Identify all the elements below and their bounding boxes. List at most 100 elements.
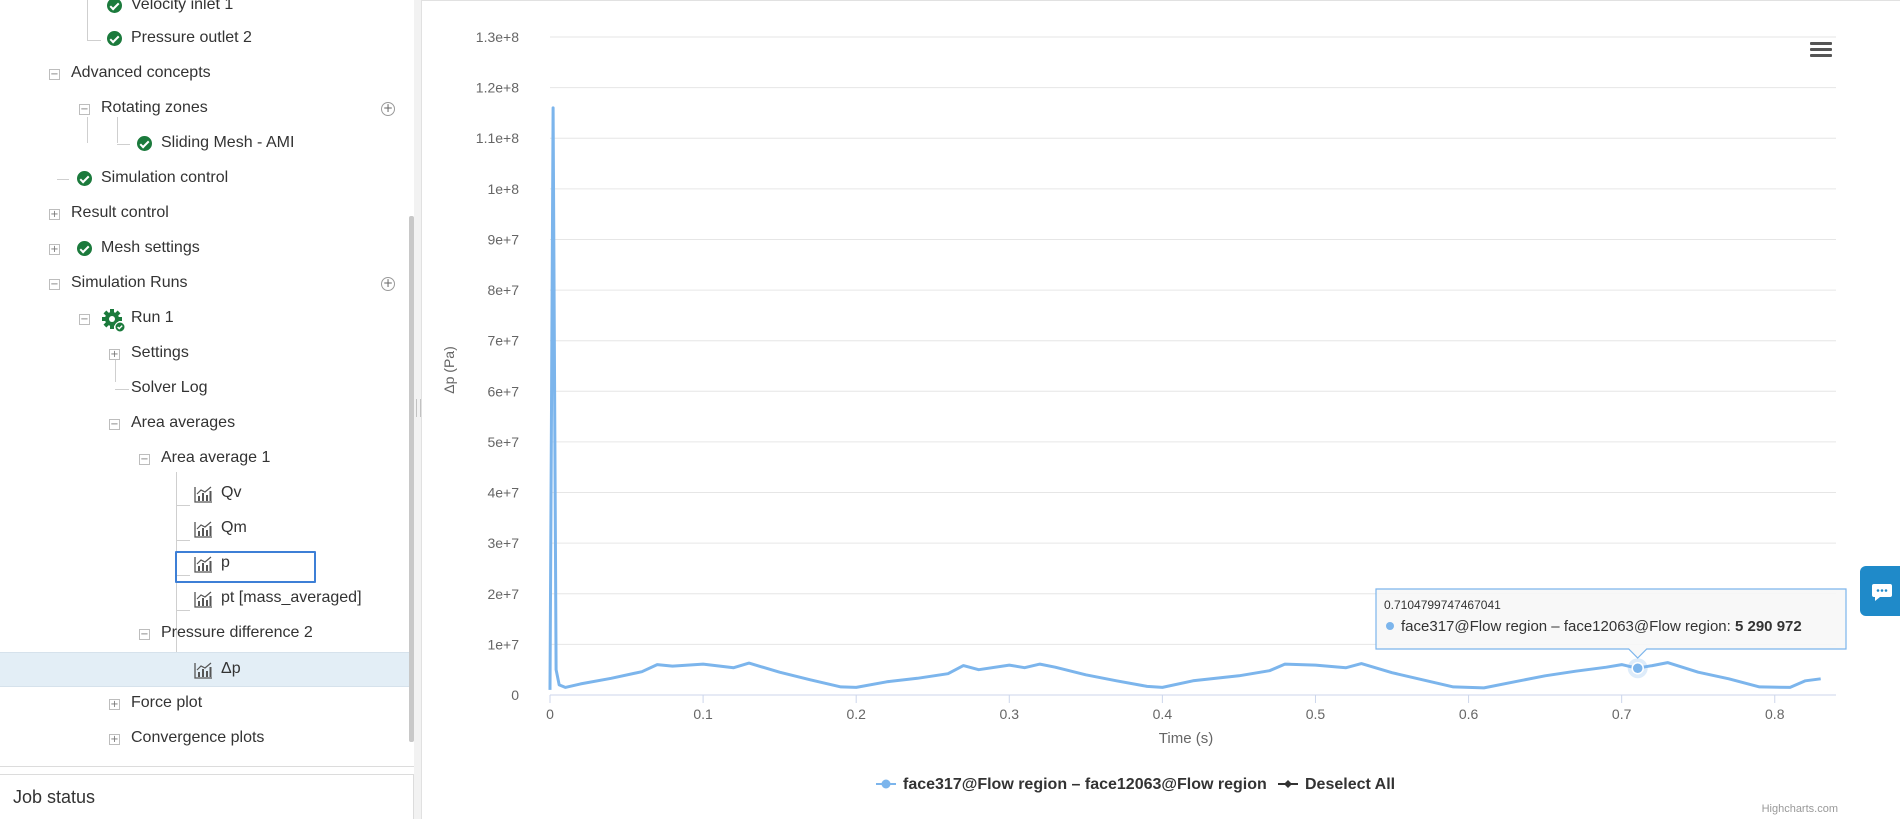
tree-item-label: Simulation Runs	[71, 274, 188, 291]
expand-toggle-icon[interactable]: +	[49, 209, 60, 220]
splitter-grip-icon[interactable]	[416, 399, 421, 417]
expand-toggle-icon[interactable]: +	[109, 734, 120, 745]
tree-item-advanced-concepts[interactable]: − Advanced concepts	[0, 57, 410, 92]
y-tick-label: 2e+7	[487, 586, 519, 602]
tree-item-velocity-inlet-1[interactable]: Velocity inlet 1	[0, 0, 410, 24]
tree-item-simulation-control[interactable]: Simulation control	[0, 162, 410, 197]
tree-connector	[176, 540, 190, 541]
tree-connector	[57, 179, 69, 180]
check-circle-icon	[77, 171, 92, 186]
collapse-toggle-icon[interactable]: −	[79, 104, 90, 115]
tree-item-label: Convergence plots	[131, 729, 265, 746]
tree-connector	[115, 389, 129, 390]
tree-item-label: Advanced concepts	[71, 64, 211, 81]
tree-item-label: Area average 1	[161, 449, 271, 466]
tree-connector	[117, 144, 130, 145]
tree-item-force-plot[interactable]: + Force plot	[0, 687, 410, 722]
expand-toggle-icon[interactable]: +	[49, 244, 60, 255]
tree-connector	[176, 505, 190, 506]
job-status-panel[interactable]: Job status	[0, 774, 414, 819]
tooltip-series-marker	[1386, 622, 1394, 630]
y-tick-label: 1.1e+8	[476, 130, 519, 146]
x-tick-label: 0.1	[693, 706, 713, 722]
legend-item-deselect-all[interactable]: Deselect All	[1278, 776, 1395, 793]
tree-item-label: Solver Log	[131, 379, 208, 396]
line-chart-icon	[194, 591, 212, 608]
tree-item-label: Qm	[221, 519, 247, 536]
tree-item-convergence-plots[interactable]: + Convergence plots	[0, 722, 410, 757]
tree-item-qv[interactable]: Qv	[0, 477, 410, 512]
line-chart-icon	[194, 556, 212, 573]
collapse-toggle-icon[interactable]: −	[49, 279, 60, 290]
tree-item-rotating-zones[interactable]: − Rotating zones +	[0, 92, 410, 127]
y-tick-label: 9e+7	[487, 231, 519, 247]
y-tick-label: 8e+7	[487, 282, 519, 298]
tree-item-label: Result control	[71, 204, 169, 221]
tree-item-simulation-runs[interactable]: − Simulation Runs +	[0, 267, 410, 302]
line-chart-icon	[194, 662, 212, 679]
legend-deselect-label: Deselect All	[1305, 776, 1395, 793]
tree-item-label: Δp	[221, 660, 241, 677]
tree-item-result-control[interactable]: + Result control	[0, 197, 410, 232]
check-circle-icon	[107, 0, 122, 13]
panel-splitter[interactable]	[414, 0, 421, 819]
tree-item-pt-mass-averaged[interactable]: pt [mass_averaged]	[0, 582, 410, 617]
collapse-toggle-icon[interactable]: −	[79, 314, 90, 325]
tree-item-solver-log[interactable]: Solver Log	[0, 372, 410, 407]
series-line[interactable]	[548, 106, 1821, 690]
tooltip-header: 0.7104799747467041	[1384, 598, 1501, 612]
collapse-toggle-icon[interactable]: −	[139, 454, 150, 465]
tree-item-label: Qv	[221, 484, 242, 501]
line-chart-icon	[194, 521, 212, 538]
tree-item-label: Area averages	[131, 414, 236, 431]
y-tick-label: 1e+8	[487, 181, 519, 197]
x-tick-label: 0.4	[1153, 706, 1173, 722]
tree-item-settings[interactable]: + Settings	[0, 337, 410, 372]
legend-series-marker	[881, 779, 891, 789]
legend-series-label: face317@Flow region – face12063@Flow reg…	[903, 776, 1267, 793]
collapse-toggle-icon[interactable]: −	[139, 629, 150, 640]
collapse-toggle-icon[interactable]: −	[49, 69, 60, 80]
tree-item-label: pt [mass_averaged]	[221, 589, 362, 606]
simulation-tree-panel: Velocity inlet 1 Pressure outlet 2 − Adv…	[0, 0, 415, 767]
tree-connector	[87, 117, 88, 143]
tree-item-mesh-settings[interactable]: + Mesh settings	[0, 232, 410, 267]
tree-connector	[176, 575, 190, 576]
tree-item-pressure-outlet-2[interactable]: Pressure outlet 2	[0, 22, 410, 57]
chart-panel	[421, 0, 1900, 819]
series-layer	[548, 106, 1821, 690]
tree-item-delta-p[interactable]: Δp	[0, 652, 410, 687]
x-tick-label: 0	[546, 706, 554, 722]
tree-item-label: Settings	[131, 344, 189, 361]
y-tick-label: 7e+7	[487, 333, 519, 349]
tree-item-label: Force plot	[131, 694, 203, 711]
tree-connector	[117, 117, 118, 143]
feedback-chat-button[interactable]	[1860, 566, 1900, 616]
tree-item-sliding-mesh-ami[interactable]: Sliding Mesh - AMI	[0, 127, 410, 162]
credits-link[interactable]: Highcharts.com	[1762, 803, 1838, 815]
expand-toggle-icon[interactable]: +	[109, 349, 120, 360]
tree-item-area-averages[interactable]: − Area averages	[0, 407, 410, 442]
hamburger-menu-icon[interactable]	[1810, 42, 1832, 60]
add-run-button[interactable]: +	[381, 276, 395, 291]
add-button[interactable]: +	[381, 101, 395, 116]
tooltip-box	[1375, 588, 1847, 659]
y-tick-label: 1.2e+8	[476, 80, 519, 96]
tree-scrollbar[interactable]	[409, 216, 414, 742]
collapse-toggle-icon[interactable]: −	[109, 419, 120, 430]
expand-toggle-icon[interactable]: +	[109, 699, 120, 710]
tree-item-label: Sliding Mesh - AMI	[161, 134, 295, 151]
tree-item-area-average-1[interactable]: − Area average 1	[0, 442, 410, 477]
tree-item-p[interactable]: p	[0, 547, 410, 582]
hover-point[interactable]	[1631, 661, 1644, 675]
y-tick-label: 5e+7	[487, 434, 519, 450]
tree-item-label: Velocity inlet 1	[131, 0, 234, 13]
y-tick-label: 6e+7	[487, 383, 519, 399]
legend-item-series[interactable]: face317@Flow region – face12063@Flow reg…	[876, 776, 1267, 793]
tree-item-label: Simulation control	[101, 169, 229, 186]
tree-item-run-1[interactable]: − Run 1	[0, 302, 410, 337]
tree-item-pressure-difference-2[interactable]: − Pressure difference 2	[0, 617, 410, 652]
grid-lines	[550, 36, 1836, 696]
tree-item-qm[interactable]: Qm	[0, 512, 410, 547]
